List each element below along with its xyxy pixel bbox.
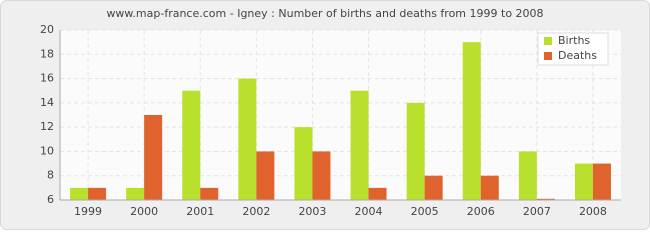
legend-label: Births [558, 34, 590, 47]
x-tick-label: 2007 [523, 205, 551, 218]
legend-label: Deaths [558, 49, 597, 62]
bar [70, 187, 89, 200]
bar [144, 115, 163, 200]
bar [462, 42, 481, 201]
bar [350, 90, 369, 200]
bar [406, 102, 425, 200]
y-tick-label: 18 [40, 47, 54, 60]
chart: www.map-france.com - Igney : Number of b… [0, 0, 650, 230]
bar [480, 175, 499, 200]
x-tick-label: 2005 [411, 205, 439, 218]
x-tick-label: 2003 [298, 205, 326, 218]
y-tick-label: 14 [40, 96, 54, 109]
x-tick-label: 1999 [74, 205, 102, 218]
x-tick-label: 2002 [242, 205, 270, 218]
chart-title: www.map-france.com - Igney : Number of b… [106, 7, 543, 20]
bar [592, 163, 611, 200]
x-tick-label: 2006 [467, 205, 495, 218]
y-tick-label: 16 [40, 72, 54, 85]
legend-swatch [544, 52, 552, 60]
y-tick-label: 8 [47, 169, 54, 182]
y-tick-label: 12 [40, 120, 54, 133]
bar [518, 151, 537, 200]
bar [182, 90, 201, 200]
legend-swatch [544, 37, 552, 45]
bar [238, 78, 257, 200]
y-tick-label: 6 [47, 193, 54, 206]
y-tick-label: 10 [40, 144, 54, 157]
bar [200, 187, 219, 200]
x-tick-label: 2000 [130, 205, 158, 218]
bar [368, 187, 387, 200]
y-tick-label: 20 [40, 23, 54, 36]
bar [294, 127, 313, 200]
bar [574, 163, 593, 200]
x-tick-label: 2008 [579, 205, 607, 218]
bar [312, 151, 331, 200]
x-tick-label: 2004 [355, 205, 383, 218]
x-tick-label: 2001 [186, 205, 214, 218]
bar [126, 187, 145, 200]
bar [88, 187, 107, 200]
bar [424, 175, 443, 200]
bar [536, 198, 555, 200]
bar [256, 151, 275, 200]
